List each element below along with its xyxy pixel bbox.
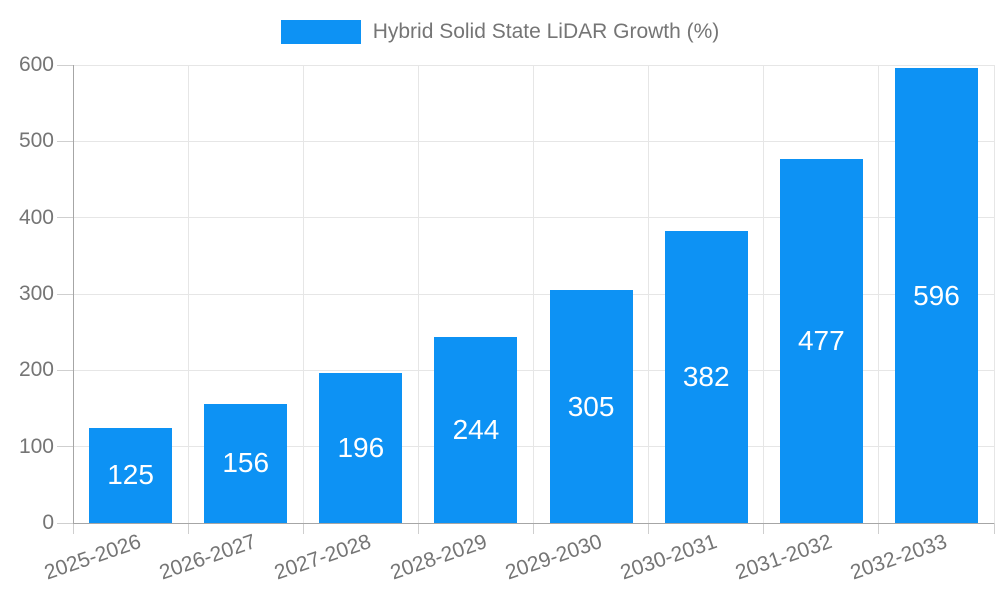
y-axis-tick xyxy=(57,522,73,524)
gridline-vertical xyxy=(417,65,419,523)
y-tick-label: 500 xyxy=(18,129,54,153)
x-axis-tick xyxy=(533,523,534,534)
legend-series-label: Hybrid Solid State LiDAR Growth (%) xyxy=(372,20,720,43)
bar-value-label: 244 xyxy=(452,413,500,445)
y-axis-line xyxy=(73,65,74,523)
x-axis-line xyxy=(73,523,994,524)
x-category-label: 2031-2032 xyxy=(732,530,835,585)
bar-value-label: 156 xyxy=(222,447,270,479)
bar[interactable]: 196 xyxy=(319,373,403,523)
gridline-vertical xyxy=(878,65,880,523)
gridline-vertical xyxy=(187,65,189,523)
x-category-label: 2026-2027 xyxy=(156,530,260,585)
x-axis-tick xyxy=(417,523,419,534)
bar-value-label: 196 xyxy=(337,432,385,464)
x-category-label: 2027-2028 xyxy=(271,530,375,585)
x-axis-tick xyxy=(302,523,304,534)
x-axis-tick xyxy=(72,523,74,534)
y-tick-label: 0 xyxy=(42,511,54,534)
bar-value-label: 596 xyxy=(913,279,960,311)
y-axis-tick xyxy=(57,446,73,448)
bar[interactable]: 596 xyxy=(894,68,978,523)
bar-value-label: 125 xyxy=(107,459,154,491)
bar-value-label: 477 xyxy=(797,324,845,356)
bar[interactable]: 477 xyxy=(779,158,863,523)
y-tick-label: 200 xyxy=(18,358,54,382)
gridline-vertical xyxy=(763,65,765,523)
y-tick-label: 400 xyxy=(18,205,54,229)
gridline-vertical xyxy=(993,65,995,523)
x-axis-tick xyxy=(648,523,650,534)
x-axis-tick xyxy=(878,523,880,534)
y-tick-label: 100 xyxy=(18,434,54,458)
gridline-vertical xyxy=(302,65,304,523)
x-category-label: 2032-2033 xyxy=(847,530,950,585)
gridline-vertical xyxy=(533,65,534,523)
bar[interactable]: 156 xyxy=(204,403,288,523)
gridline-vertical xyxy=(648,65,650,523)
y-axis-tick xyxy=(57,64,73,66)
bar[interactable]: 125 xyxy=(89,427,173,523)
x-category-label: 2030-2031 xyxy=(617,530,720,585)
x-axis-tick xyxy=(763,523,765,534)
bar-value-label: 382 xyxy=(682,361,730,393)
x-category-label: 2029-2030 xyxy=(502,530,605,585)
y-tick-label: 600 xyxy=(18,53,54,76)
x-category-label: 2028-2029 xyxy=(386,530,490,585)
x-axis-tick xyxy=(993,523,995,534)
bar[interactable]: 382 xyxy=(664,231,748,523)
x-category-label: 2025-2026 xyxy=(41,530,145,585)
y-tick-label: 300 xyxy=(18,282,54,305)
bar-value-label: 305 xyxy=(567,390,615,422)
y-axis-tick xyxy=(57,140,73,142)
chart-legend[interactable]: Hybrid Solid State LiDAR Growth (%) xyxy=(0,20,1000,44)
bar[interactable]: 244 xyxy=(434,336,518,523)
y-axis-tick xyxy=(57,293,73,295)
y-axis-tick xyxy=(57,217,73,219)
legend-color-swatch xyxy=(280,20,361,44)
x-axis-tick xyxy=(187,523,189,534)
y-axis-tick xyxy=(57,369,73,371)
bar[interactable]: 305 xyxy=(549,290,633,523)
